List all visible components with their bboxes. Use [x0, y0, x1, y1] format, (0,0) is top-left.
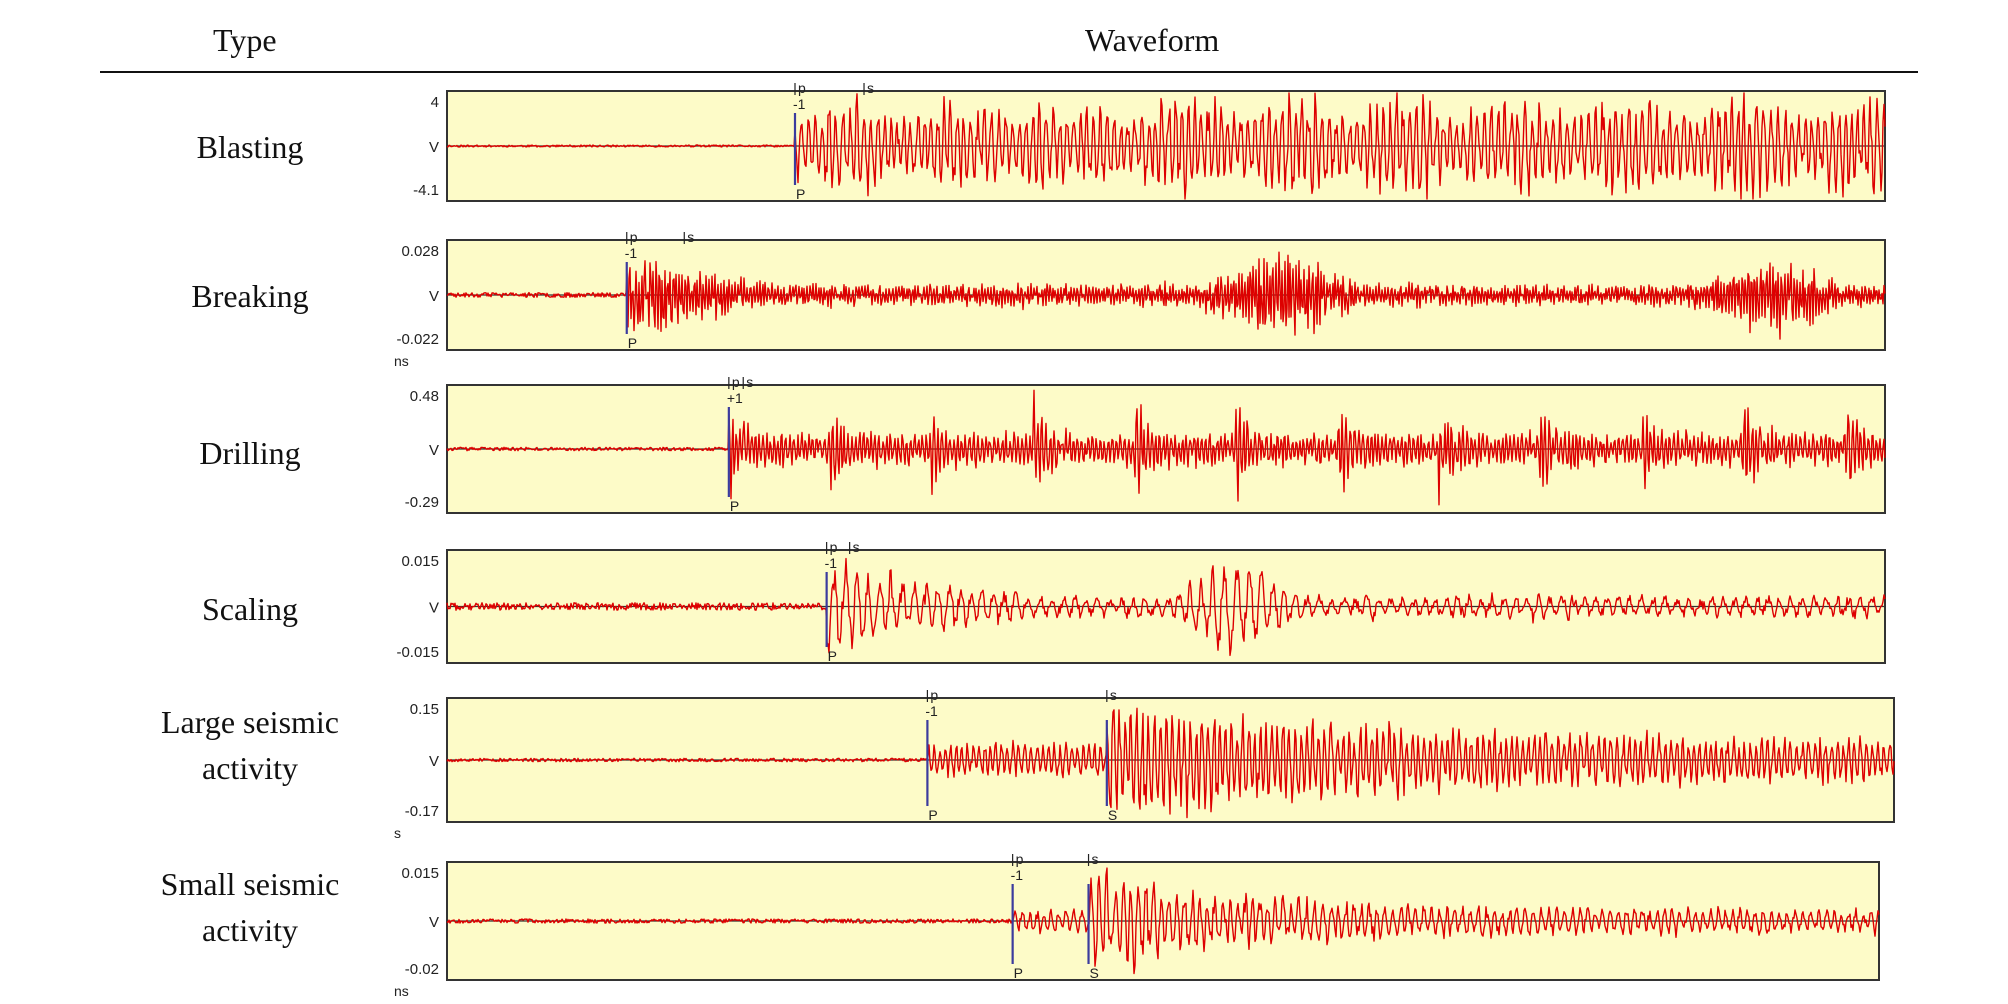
- pick-tag: p: [630, 229, 638, 245]
- pick-phase-marker: P: [928, 807, 937, 823]
- y-max-label: 0.015: [401, 865, 439, 882]
- pick-polarity-code: +1: [727, 390, 743, 406]
- y-min-label: -0.29: [405, 494, 439, 511]
- pick-phase-marker: P: [796, 186, 805, 202]
- y-unit-label: V: [429, 288, 439, 305]
- y-min-label: -0.022: [396, 331, 439, 348]
- pick-tag: p: [732, 374, 740, 390]
- y-unit-label: V: [429, 753, 439, 770]
- y-min-label: -0.02: [405, 961, 439, 978]
- waveform-trace: [446, 389, 1886, 506]
- pick-tag: s: [1092, 851, 1099, 867]
- waveform-column-header: Waveform: [1085, 22, 1220, 58]
- row-type-label-line: Large seismic: [160, 704, 339, 740]
- waveform-svg: 0.028 V -0.022 ns p-1 Ps: [394, 229, 1886, 369]
- row-type-label-line: Breaking: [191, 278, 309, 314]
- row-type-label: Blasting: [120, 124, 380, 170]
- y-max-label: 0.028: [401, 243, 439, 260]
- waveform-svg: 0.015 V -0.015 p-1 Ps: [396, 539, 1886, 664]
- row-type-label-line: Small seismic: [160, 866, 340, 902]
- row-type-label: Scaling: [120, 586, 380, 632]
- x-unit-label: s: [394, 825, 401, 841]
- pick-phase-marker: S: [1090, 965, 1099, 981]
- pick-phase-marker: P: [1014, 965, 1023, 981]
- row-type-label-line: Blasting: [196, 129, 304, 165]
- pick-tag: p: [830, 539, 838, 555]
- y-max-label: 0.48: [410, 388, 439, 405]
- row-type-label-line: Drilling: [199, 435, 301, 471]
- y-unit-label: V: [429, 139, 439, 156]
- pick-tag: s: [853, 539, 860, 555]
- waveform-svg: 0.015 V -0.02 ns p-1 Ps S: [394, 851, 1880, 999]
- pick-polarity-code: -1: [825, 555, 838, 571]
- pick-phase-marker: P: [628, 335, 637, 351]
- waveform-trace: [446, 251, 1886, 340]
- waveform-trace: [446, 707, 1895, 819]
- pick-phase-marker: S: [1108, 807, 1117, 823]
- pick-tag: p: [1016, 851, 1024, 867]
- waveform-trace: [446, 867, 1880, 975]
- waveform-trace: [446, 557, 1886, 657]
- pick-polarity-code: -1: [1011, 867, 1024, 883]
- row-type-label: Breaking: [120, 273, 380, 319]
- row-type-label-line: activity: [202, 750, 298, 786]
- x-unit-label: ns: [394, 983, 409, 999]
- pick-polarity-code: -1: [925, 703, 938, 719]
- header-rule: [100, 71, 1918, 73]
- x-unit-label: ns: [394, 353, 409, 369]
- y-unit-label: V: [429, 914, 439, 931]
- row-type-label: Large seismic activity: [120, 699, 380, 791]
- waveform-svg: 4 V -4.1 p-1 Ps: [413, 80, 1886, 202]
- pick-phase-marker: P: [828, 648, 837, 664]
- y-unit-label: V: [429, 600, 439, 617]
- pick-phase-marker: P: [730, 498, 739, 514]
- waveform-trace: [446, 92, 1886, 200]
- pick-polarity-code: -1: [793, 96, 806, 112]
- pick-tag: s: [1110, 687, 1117, 703]
- type-column-header: Type: [213, 22, 277, 58]
- y-unit-label: V: [429, 442, 439, 459]
- y-min-label: -0.17: [405, 803, 439, 820]
- y-max-label: 0.15: [410, 701, 439, 718]
- row-type-label-line: activity: [202, 912, 298, 948]
- waveform-svg: 0.48 V -0.29 p+1 Ps: [405, 374, 1886, 514]
- y-max-label: 0.015: [401, 553, 439, 570]
- pick-tag: s: [867, 80, 874, 96]
- row-type-label: Small seismic activity: [120, 861, 380, 953]
- row-type-label: Drilling: [120, 430, 380, 476]
- pick-tag: p: [798, 80, 806, 96]
- pick-tag: p: [930, 687, 938, 703]
- pick-tag: s: [687, 229, 694, 245]
- row-type-label-line: Scaling: [202, 591, 298, 627]
- pick-tag: s: [746, 374, 753, 390]
- y-min-label: -0.015: [396, 644, 439, 661]
- y-min-label: -4.1: [413, 182, 439, 199]
- y-max-label: 4: [431, 94, 439, 111]
- pick-polarity-code: -1: [625, 245, 638, 261]
